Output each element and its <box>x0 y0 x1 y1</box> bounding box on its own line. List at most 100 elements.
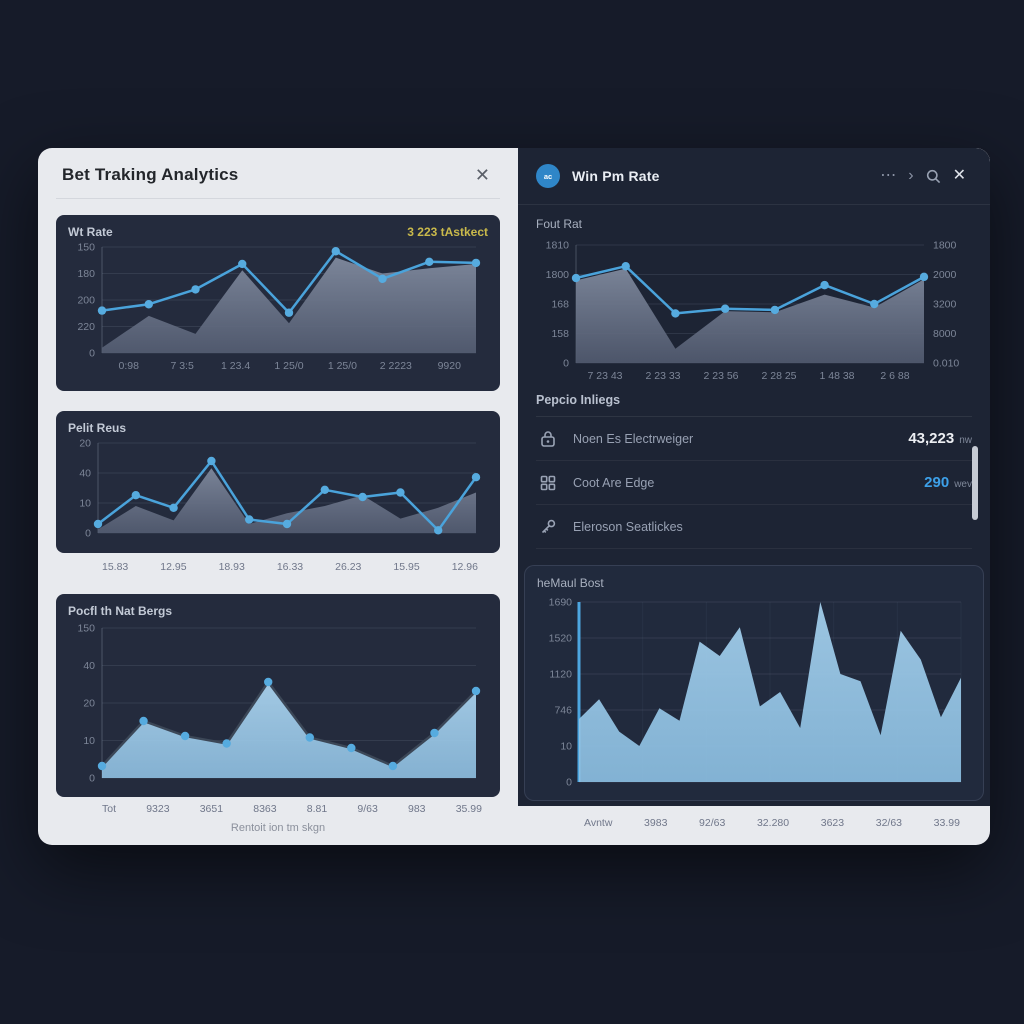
svg-text:7 23 43: 7 23 43 <box>587 370 622 382</box>
list-item-unit: wev <box>954 478 972 490</box>
svg-text:2 2223: 2 2223 <box>380 360 412 372</box>
win-rate-chart[interactable]: 150 180 200 220 0 0:98 7 3:5 1 23.4 1 25/0 1 25/0… <box>68 241 488 373</box>
svg-text:1 23.4: 1 23.4 <box>221 360 250 372</box>
fout-rat-chart[interactable]: 1810 1800 168 158 0 1800 2000 3200 8000 0.010 7 23… <box>536 237 972 383</box>
x-axis-label: 9/63 <box>357 803 378 815</box>
svg-text:0: 0 <box>85 528 91 540</box>
x-axis-label: 16.33 <box>276 561 304 573</box>
svg-text:180: 180 <box>77 268 95 280</box>
svg-text:1 25/0: 1 25/0 <box>328 360 357 372</box>
mutual-bets-card: heMaul Bost 1690 1520 1120 746 10 0 <box>524 565 984 801</box>
x-axis-label: 32.280 <box>756 816 790 829</box>
svg-text:20: 20 <box>79 438 91 450</box>
svg-text:1800: 1800 <box>546 269 570 281</box>
svg-text:220: 220 <box>77 321 95 333</box>
svg-text:0: 0 <box>89 773 95 785</box>
svg-text:2 23 56: 2 23 56 <box>703 370 738 382</box>
mutual-bets-x-axis: Avntw 3983 92/63 32.280 3623 32/63 33.99 <box>518 817 990 835</box>
x-axis-label: 8.81 <box>306 803 328 815</box>
header-divider <box>56 198 500 199</box>
x-axis-label: 3623 <box>820 816 845 829</box>
svg-text:2 28 25: 2 28 25 <box>761 370 796 382</box>
listing-title: Pepcio Inliegs <box>536 393 972 417</box>
svg-text:1 48 38: 1 48 38 <box>819 370 854 382</box>
x-axis-label: 26.23 <box>335 561 362 573</box>
x-axis-label: Tot <box>102 803 117 815</box>
svg-text:1800: 1800 <box>933 240 957 252</box>
svg-text:7 3:5: 7 3:5 <box>170 360 194 372</box>
chevron-right-icon[interactable]: › <box>902 166 919 186</box>
svg-text:40: 40 <box>83 660 95 672</box>
svg-text:10: 10 <box>83 735 95 747</box>
right-panel: ac Win Pm Rate ⋯ › ✕ Fout Rat 1810 1800 <box>518 148 990 806</box>
svg-text:200: 200 <box>77 295 95 307</box>
fout-rat-section: Fout Rat 1810 1800 168 158 0 1800 2000 3200 8000… <box>518 205 990 383</box>
svg-text:0.010: 0.010 <box>933 358 959 370</box>
more-menu-icon[interactable]: ⋯ <box>874 166 902 186</box>
close-icon[interactable]: ✕ <box>947 166 972 186</box>
x-axis-label: 15.95 <box>393 561 420 573</box>
card-header: Pelit Reus <box>68 421 488 435</box>
card-header: Wt Rate 3 223 tAstkect <box>68 225 488 239</box>
svg-text:3200: 3200 <box>933 299 957 311</box>
svg-text:1810: 1810 <box>546 240 570 252</box>
tracked-badge: 3 223 tAstkect <box>407 225 488 239</box>
profit-bet-range-chart[interactable]: 150 40 20 10 0 <box>68 620 488 788</box>
list-item[interactable]: Eleroson Seatlickes <box>536 505 972 549</box>
list-item-label: Eleroson Seatlickes <box>573 519 683 534</box>
profit-listing: Pepcio Inliegs Noen Es Electrweiger 43,2… <box>536 393 972 549</box>
chart-title: heMaul Bost <box>537 576 604 590</box>
x-axis-label: 15.83 <box>102 561 129 573</box>
right-header: ac Win Pm Rate ⋯ › ✕ <box>518 148 990 204</box>
chart-title: Fout Rat <box>536 217 583 231</box>
scrollbar-thumb[interactable] <box>972 446 978 520</box>
list-item[interactable]: Noen Es Electrweiger 43,223 nw <box>536 417 972 461</box>
close-icon[interactable]: ✕ <box>469 164 496 186</box>
svg-text:9920: 9920 <box>438 360 462 372</box>
profit-bet-range-x-axis: Tot 9323 3651 8363 8.81 9/63 983 35.99 <box>56 797 500 815</box>
svg-text:2 6 88: 2 6 88 <box>880 370 909 382</box>
grid-icon <box>536 471 560 495</box>
x-axis-label: Avntw <box>584 816 613 829</box>
search-icon[interactable] <box>920 167 947 186</box>
card-header: Pocfl th Nat Bergs <box>68 604 488 618</box>
svg-text:0: 0 <box>563 358 569 370</box>
list-item-value: 290 <box>924 473 950 491</box>
chart-title: Pocfl th Nat Bergs <box>68 604 173 618</box>
bet-analytics-modal: Bet Traking Analytics ✕ Wt Rate 3 223 tA… <box>38 148 990 845</box>
svg-text:0: 0 <box>89 348 95 360</box>
x-axis-label: 8363 <box>253 803 277 815</box>
x-axis-label: 3651 <box>199 803 224 815</box>
list-item-label: Noen Es Electrweiger <box>573 431 694 446</box>
list-item[interactable]: Coot Are Edge 290 wev <box>536 461 972 505</box>
x-axis-label: 33.99 <box>933 816 960 829</box>
key-icon <box>536 515 560 539</box>
svg-text:1520: 1520 <box>549 633 573 645</box>
x-axis-label: 18.93 <box>218 561 245 573</box>
svg-text:2000: 2000 <box>933 269 957 281</box>
footer-caption: Rentoit ion tm skgn <box>230 822 326 834</box>
svg-text:8000: 8000 <box>933 328 957 340</box>
right-panel-title: Win Pm Rate <box>572 168 660 184</box>
profit-reus-chart[interactable]: 20 40 10 0 <box>68 437 488 541</box>
lock-icon <box>536 427 560 451</box>
right-column: ac Win Pm Rate ⋯ › ✕ Fout Rat 1810 1800 <box>518 148 990 845</box>
x-axis-label: 9323 <box>146 803 170 815</box>
x-axis-label: 32/63 <box>875 816 903 829</box>
profit-reus-card: Pelit Reus 20 40 10 0 <box>56 411 500 553</box>
chart-title: Pelit Reus <box>68 421 127 435</box>
page-title: Bet Traking Analytics <box>62 165 239 184</box>
profit-reus-x-axis: 15.83 12.95 18.93 16.33 26.23 15.95 12.96 <box>56 553 500 573</box>
mutual-bets-chart[interactable]: 1690 1520 1120 746 10 0 <box>537 596 971 792</box>
svg-text:150: 150 <box>77 623 95 635</box>
svg-text:0:98: 0:98 <box>118 360 139 372</box>
chart-title: Wt Rate <box>68 225 113 239</box>
svg-text:746: 746 <box>554 705 572 717</box>
x-axis-label: 35.99 <box>455 803 482 815</box>
left-panel: Bet Traking Analytics ✕ Wt Rate 3 223 tA… <box>38 148 518 845</box>
svg-text:158: 158 <box>551 328 569 340</box>
x-axis-label: 3983 <box>644 816 668 829</box>
svg-text:0: 0 <box>566 777 572 789</box>
list-item-value: 43,223 <box>908 429 955 447</box>
svg-text:1120: 1120 <box>549 669 572 681</box>
